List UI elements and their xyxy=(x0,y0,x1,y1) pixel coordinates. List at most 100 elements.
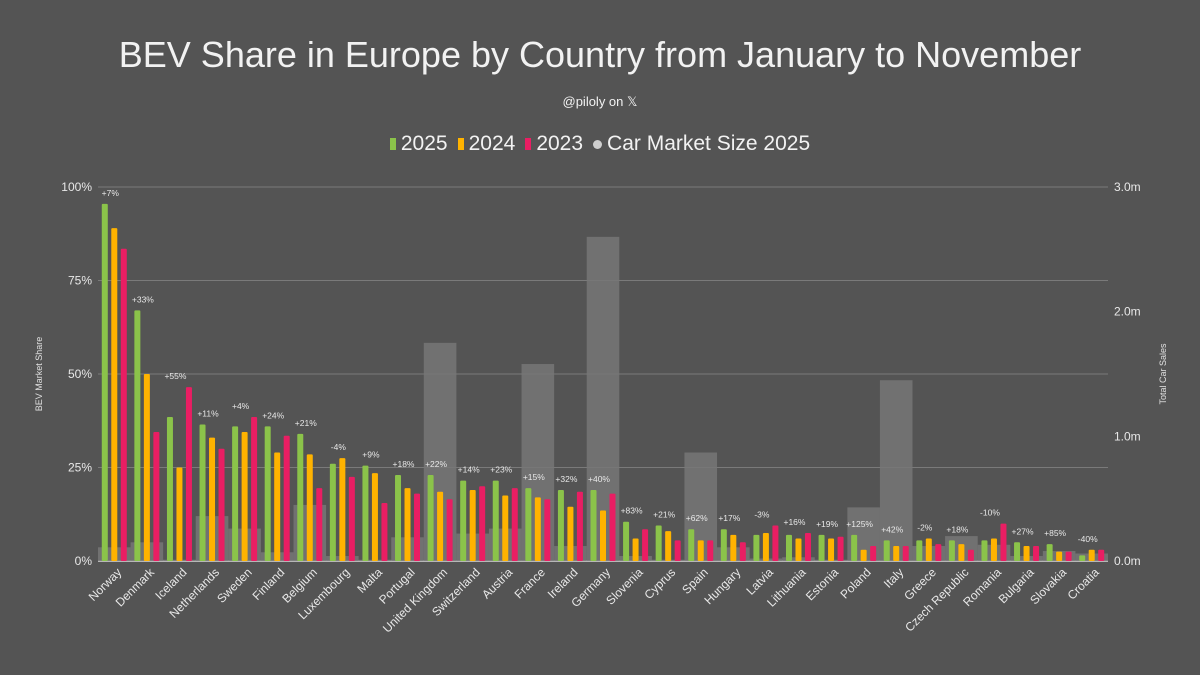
bar-2024 xyxy=(762,532,769,561)
change-label: -10% xyxy=(980,508,1000,518)
bar-2024 xyxy=(306,454,313,561)
change-label: +11% xyxy=(197,408,219,418)
bar-2023 xyxy=(609,493,616,561)
bar-2024 xyxy=(404,488,411,561)
change-label: +125% xyxy=(846,519,873,529)
bar-2025 xyxy=(623,521,630,561)
bar-2024 xyxy=(371,473,378,561)
change-label: +32% xyxy=(555,474,577,484)
bar-2025 xyxy=(1079,555,1086,561)
bar-2023 xyxy=(967,549,974,561)
bar-2024 xyxy=(1056,551,1063,561)
bar-2025 xyxy=(785,534,792,561)
change-label: +55% xyxy=(164,371,186,381)
bar-2024 xyxy=(925,538,932,561)
bar-2023 xyxy=(707,540,714,561)
change-label: +40% xyxy=(588,474,610,484)
bar-2023 xyxy=(153,431,160,561)
bar-2023 xyxy=(251,417,258,561)
category-label: Cyprus xyxy=(642,565,679,602)
change-label: +27% xyxy=(1012,526,1034,536)
bar-2025 xyxy=(590,489,597,561)
bar-2025 xyxy=(329,463,336,561)
bar-2024 xyxy=(567,506,574,561)
bar-2025 xyxy=(1046,544,1053,561)
chart-subtitle: @piloly on 𝕏 xyxy=(562,94,638,109)
bar-2024 xyxy=(1088,549,1095,561)
change-label: -2% xyxy=(917,523,933,533)
change-label: -40% xyxy=(1078,534,1098,544)
bar-2025 xyxy=(525,488,532,561)
bar-2023 xyxy=(576,491,583,561)
change-label: +21% xyxy=(653,509,675,519)
bar-2024 xyxy=(209,437,216,561)
bar-2023 xyxy=(120,248,127,561)
legend-label-2023: 2023 xyxy=(536,132,584,155)
bar-2025 xyxy=(557,489,564,561)
bar-2024 xyxy=(730,534,737,561)
y-tick-label: 0% xyxy=(75,554,93,568)
bar-2024 xyxy=(502,495,509,561)
bar-2024 xyxy=(958,544,965,561)
y-tick-label: 50% xyxy=(68,367,92,381)
bar-2025 xyxy=(134,310,141,561)
bar-2025 xyxy=(199,424,206,561)
change-label: +21% xyxy=(295,418,317,428)
change-label: +23% xyxy=(490,465,512,475)
bar-2025 xyxy=(818,534,825,561)
change-label: +9% xyxy=(362,450,380,460)
bar-2025 xyxy=(101,203,108,561)
legend-swatch-2023 xyxy=(525,138,532,150)
bar-2023 xyxy=(1033,546,1040,561)
bar-2025 xyxy=(720,529,727,561)
bar-2023 xyxy=(283,435,290,561)
change-label: +18% xyxy=(393,459,415,469)
bar-2023 xyxy=(902,546,909,561)
y-axis-title: BEV Market Share xyxy=(34,337,44,412)
bar-2023 xyxy=(804,532,811,561)
bar-2023 xyxy=(739,542,746,561)
bar-2023 xyxy=(511,488,518,561)
category-label: Poland xyxy=(837,565,873,601)
change-label: +85% xyxy=(1044,528,1066,538)
bar-2025 xyxy=(395,474,402,561)
bar-2023 xyxy=(348,476,355,561)
bar-2025 xyxy=(1014,542,1021,561)
bar-2025 xyxy=(981,540,988,561)
bar-2024 xyxy=(990,538,997,561)
change-label: -3% xyxy=(754,509,770,519)
bar-2024 xyxy=(241,431,248,561)
bar-2023 xyxy=(414,493,421,561)
category-label: Austria xyxy=(479,565,516,602)
legend-item-2023: 2023 xyxy=(525,132,583,156)
bar-2023 xyxy=(479,486,486,561)
y-tick-label: 100% xyxy=(61,180,92,194)
bar-2024 xyxy=(893,546,900,561)
y-tick-label: 25% xyxy=(68,461,92,475)
legend-label-market: Car Market Size 2025 xyxy=(607,132,811,155)
bar-2025 xyxy=(297,433,304,561)
legend: 2025 2024 2023 Car Market Size 2025 xyxy=(0,132,1200,156)
change-label: +14% xyxy=(458,465,480,475)
bar-2023 xyxy=(837,536,844,561)
bar-2025 xyxy=(948,540,955,561)
category-label: Hungary xyxy=(701,565,743,607)
change-labels: +7% +33% +55% +11% +4% +24% +21% -4% +9% +18% +22%… xyxy=(102,188,1098,544)
bar-2023 xyxy=(935,544,942,561)
y2-tick-label: 0.0m xyxy=(1114,554,1141,568)
bar-2025 xyxy=(427,474,434,561)
bar-2023 xyxy=(772,525,779,561)
legend-swatch-2025 xyxy=(389,138,396,150)
bar-2025 xyxy=(166,417,173,561)
legend-swatch-market xyxy=(593,139,603,149)
legend-item-2025: 2025 xyxy=(389,132,448,156)
bar-2023 xyxy=(446,499,453,561)
bar-2024 xyxy=(534,497,541,561)
bar-2025 xyxy=(460,480,467,561)
legend-swatch-2024 xyxy=(457,138,464,150)
category-label: France xyxy=(512,565,549,602)
category-label: Croatia xyxy=(1065,565,1102,602)
bar-2025 xyxy=(492,480,499,561)
change-label: +18% xyxy=(946,524,968,534)
